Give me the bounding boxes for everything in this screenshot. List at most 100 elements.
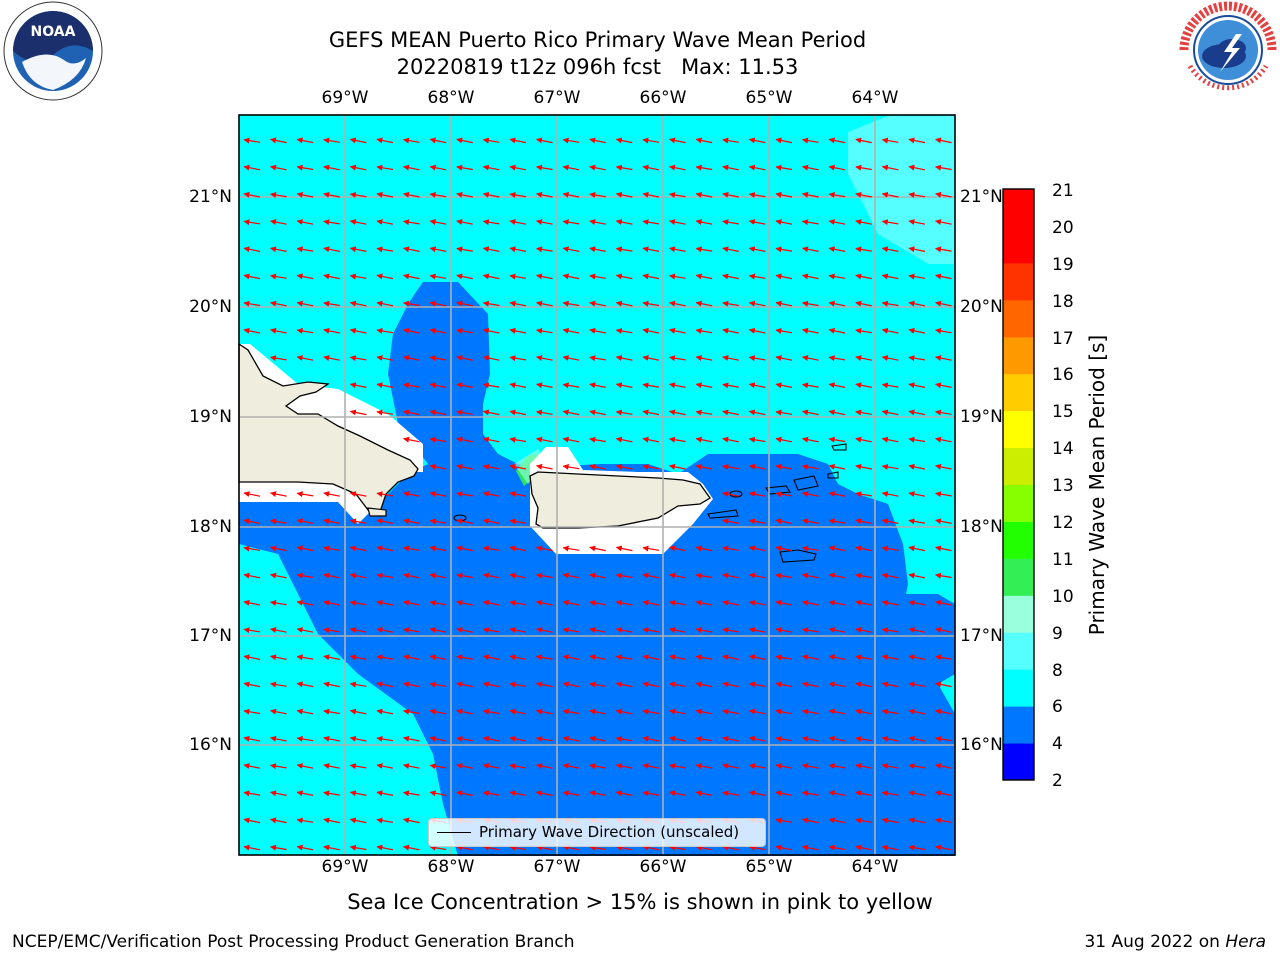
wave-direction-arrow [669,137,686,144]
wave-direction-arrow [775,191,793,198]
wave-direction-arrow [323,844,340,851]
wave-direction-arrow [482,246,500,253]
colorbar-cell [1003,743,1034,781]
wave-direction-arrow [802,164,819,171]
wave-direction-arrow [748,708,766,715]
wave-direction-arrow [403,273,420,280]
wave-direction-arrow [270,355,287,362]
wave-direction-arrow [376,763,394,770]
wave-direction-arrow [562,599,580,606]
wave-direction-arrow [562,436,580,443]
wave-direction-arrow [536,219,553,226]
wave-direction-arrow [536,246,553,253]
wave-direction-arrow [802,572,819,579]
colorbar-tick: 18 [1052,292,1074,312]
wave-direction-arrow [748,654,766,661]
wave-direction-arrow [881,164,899,171]
wave-direction-arrow [695,736,713,742]
wave-direction-arrow [482,491,500,498]
wave-direction-arrow [908,735,926,742]
wave-direction-arrow [935,328,952,334]
wave-direction-arrow [509,735,527,742]
wave-direction-arrow [349,627,367,634]
wave-direction-arrow [748,273,766,280]
wave-direction-arrow [296,681,314,688]
wave-direction-arrow [562,327,580,334]
wave-direction-arrow [456,409,473,416]
wave-direction-arrow [349,681,367,688]
wave-direction-arrow [802,627,819,634]
wave-direction-arrow [828,790,846,797]
wave-direction-arrow [429,572,447,579]
wave-direction-arrow [695,164,713,171]
wave-direction-arrow [855,137,872,144]
wave-direction-arrow [642,763,660,770]
wave-direction-arrow [642,246,660,253]
wave-direction-arrow [881,654,899,661]
wave-direction-arrow [748,491,766,498]
wave-direction-arrow [296,518,314,525]
wave-direction-arrow [935,382,952,389]
wave-direction-arrow [642,382,660,389]
wave-direction-arrow [935,273,952,280]
nws-logo [1179,1,1277,97]
wave-direction-arrow [615,382,633,389]
wave-direction-arrow [669,273,686,280]
wave-direction-arrow [642,735,660,742]
wave-direction-arrow [589,545,606,552]
wave-direction-arrow [748,327,766,334]
wave-direction-arrow [722,164,739,171]
wave-direction-arrow [908,545,926,552]
wave-direction-arrow [855,817,872,824]
wave-direction-arrow [695,790,713,797]
colorbar-tick: 9 [1052,624,1063,644]
wave-direction-arrow [296,817,314,824]
wave-direction-arrow [775,654,793,661]
wave-direction-arrow [642,681,660,688]
wave-direction-arrow [935,409,952,416]
wave-direction-arrow [323,219,340,226]
wave-direction-arrow [695,137,713,144]
wave-direction-arrow [828,627,846,634]
wave-direction-arrow [881,436,899,443]
wave-direction-arrow [536,763,553,770]
wave-direction-arrow [243,817,261,824]
wave-direction-arrow [456,654,473,661]
wave-direction-arrow [828,844,846,851]
wave-direction-arrow [855,627,872,634]
wave-direction-arrow [775,246,793,253]
wave-direction-arrow [243,681,261,688]
wave-direction-arrow [562,844,580,851]
wave-direction-arrow [376,246,394,253]
wave-direction-arrow [429,545,447,552]
wave-direction-arrow [482,137,500,144]
wave-direction-arrow [403,681,420,688]
wave-direction-arrow [881,246,899,253]
wave-direction-arrow [376,491,394,498]
wave-direction-arrow [615,164,633,171]
wave-direction-arrow [935,491,952,498]
wave-direction-arrow [323,572,340,579]
wave-direction-arrow [695,463,713,470]
wave-direction-arrow [403,409,420,416]
wave-direction-arrow [243,763,261,770]
wave-direction-arrow [855,736,872,742]
wave-direction-arrow [642,300,660,307]
wave-direction-arrow [403,491,420,498]
wave-direction-arrow [270,327,287,334]
wave-direction-arrow [429,735,447,742]
wave-direction-arrow [429,790,447,797]
wave-direction-arrow [615,844,633,851]
wave-direction-arrow [509,545,527,552]
wave-direction-arrow [270,790,287,797]
wave-direction-arrow [802,382,819,389]
wave-direction-arrow [828,491,846,498]
wave-direction-arrow [748,409,766,416]
wave-direction-arrow [456,545,473,552]
wave-direction-arrow [456,599,473,606]
wave-direction-arrow [323,355,340,362]
wave-direction-arrow [536,681,553,688]
wave-direction-arrow [748,627,766,634]
colorbar-tick: 8 [1052,661,1063,681]
wave-direction-arrow [935,436,952,443]
